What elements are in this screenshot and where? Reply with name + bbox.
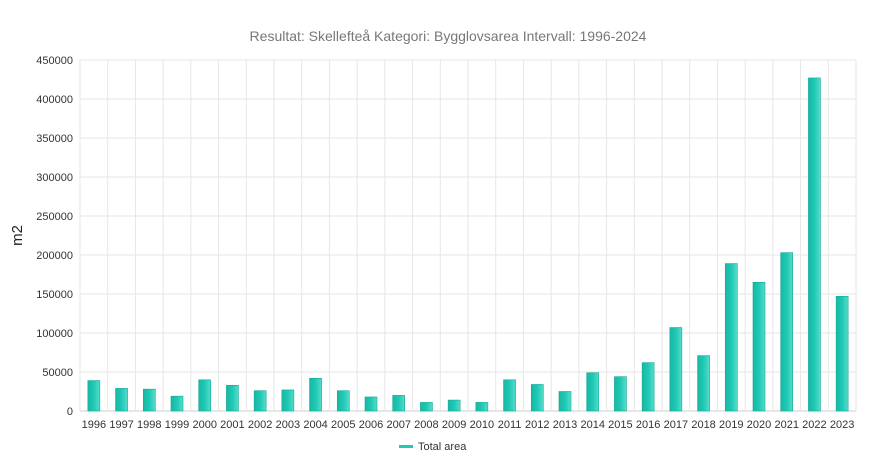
bar-2012[interactable] <box>530 384 544 412</box>
bar-2014[interactable] <box>586 372 600 412</box>
bar-2023[interactable] <box>835 296 849 412</box>
bar-1999[interactable] <box>170 395 184 412</box>
x-tick-label: 2000 <box>192 419 216 431</box>
x-tick-label: 2012 <box>525 419 549 431</box>
y-tick-label: 400000 <box>36 94 73 106</box>
x-tick-label: 2017 <box>664 419 688 431</box>
bar-2018[interactable] <box>697 355 710 412</box>
bar-2013[interactable] <box>558 391 572 412</box>
x-tick-label: 1999 <box>165 419 189 431</box>
bar-2003[interactable] <box>281 389 295 412</box>
x-tick-label: 2013 <box>553 419 577 431</box>
x-tick-label: 1996 <box>82 419 106 431</box>
bar-2017[interactable] <box>669 327 683 412</box>
bar-2015[interactable] <box>614 376 627 412</box>
x-tick-label: 2002 <box>248 419 272 431</box>
bar-2011[interactable] <box>503 379 516 412</box>
y-tick-label: 300000 <box>36 172 73 184</box>
bar-1997[interactable] <box>115 388 128 412</box>
legend-label-total-area: Total area <box>418 441 467 453</box>
x-tick-label: 2005 <box>331 419 355 431</box>
bar-2020[interactable] <box>752 281 766 412</box>
x-tick-label: 2020 <box>747 419 771 431</box>
x-tick-label: 2021 <box>774 419 798 431</box>
x-tick-label: 2009 <box>442 419 466 431</box>
y-tick-label: 50000 <box>42 367 73 379</box>
bar-2006[interactable] <box>364 396 378 412</box>
y-tick-label: 200000 <box>36 250 73 262</box>
bar-2005[interactable] <box>336 390 350 412</box>
x-tick-label: 2014 <box>580 419 604 431</box>
y-tick-label: 350000 <box>36 133 73 145</box>
x-axis-ticks: 1996 1997 1998 1999 2000 2001 2002 2003 2004 2005… <box>82 419 855 431</box>
x-tick-label: 2008 <box>414 419 438 431</box>
x-tick-label: 2016 <box>636 419 660 431</box>
bars <box>87 77 849 412</box>
bar-2000[interactable] <box>198 379 212 412</box>
y-axis-ticks: 0 50000 100000 150000 200000 250000 300000 3500… <box>36 55 73 418</box>
bar-2007[interactable] <box>392 395 406 412</box>
x-tick-label: 2007 <box>386 419 410 431</box>
grid <box>79 59 857 412</box>
bar-1996[interactable] <box>87 380 101 412</box>
x-tick-label: 2004 <box>303 419 327 431</box>
x-tick-label: 2001 <box>220 419 244 431</box>
legend-swatch <box>399 445 413 448</box>
x-tick-label: 2006 <box>359 419 383 431</box>
bar-2016[interactable] <box>641 362 655 412</box>
x-tick-label: 2022 <box>802 419 826 431</box>
y-tick-label: 450000 <box>36 55 73 67</box>
y-tick-label: 0 <box>67 406 73 418</box>
x-tick-label: 1998 <box>137 419 161 431</box>
bar-2021[interactable] <box>780 252 794 412</box>
y-tick-label: 100000 <box>36 328 73 340</box>
x-tick-label: 2019 <box>719 419 743 431</box>
y-axis-label: m2 <box>9 225 26 246</box>
x-tick-label: 1997 <box>109 419 133 431</box>
bar-2001[interactable] <box>226 384 239 412</box>
chart-title: Resultat: Skellefteå Kategori: Bygglovsa… <box>250 28 647 44</box>
bar-2022[interactable] <box>808 77 821 412</box>
bar-2010[interactable] <box>475 402 489 412</box>
x-tick-label: 2015 <box>608 419 632 431</box>
bar-1998[interactable] <box>142 388 156 412</box>
y-tick-label: 150000 <box>36 289 73 301</box>
legend[interactable]: Total area <box>399 441 467 453</box>
bar-2008[interactable] <box>420 402 433 412</box>
bar-2009[interactable] <box>447 399 461 412</box>
x-tick-label: 2010 <box>470 419 494 431</box>
y-tick-label: 250000 <box>36 211 73 223</box>
x-tick-label: 2018 <box>691 419 715 431</box>
bar-2019[interactable] <box>724 263 738 412</box>
x-tick-label: 2023 <box>830 419 854 431</box>
bar-2002[interactable] <box>253 390 267 412</box>
x-tick-label: 2003 <box>276 419 300 431</box>
x-tick-label: 2011 <box>498 419 522 431</box>
bar-2004[interactable] <box>309 377 322 412</box>
